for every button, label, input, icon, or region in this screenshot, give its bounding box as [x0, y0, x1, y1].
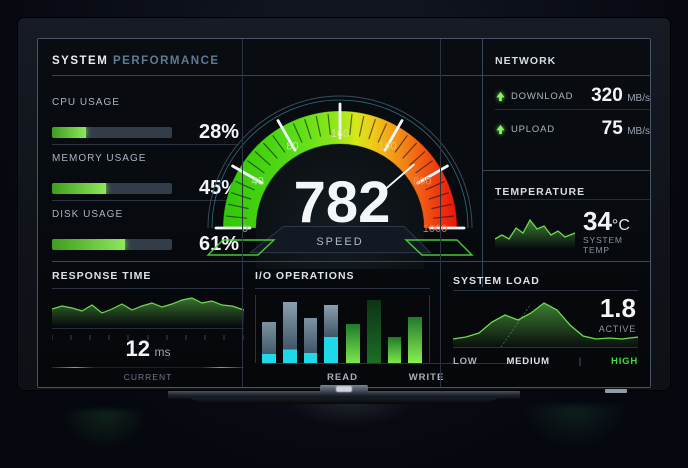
- svg-text:1000: 1000: [423, 223, 447, 235]
- svg-text:SPEED: SPEED: [316, 236, 363, 248]
- svg-text:160: 160: [331, 128, 349, 140]
- svg-text:782: 782: [294, 170, 391, 235]
- svg-text:40: 40: [252, 176, 264, 188]
- svg-text:800: 800: [413, 176, 431, 188]
- svg-text:80: 80: [286, 141, 298, 153]
- svg-text:100: 100: [378, 141, 396, 153]
